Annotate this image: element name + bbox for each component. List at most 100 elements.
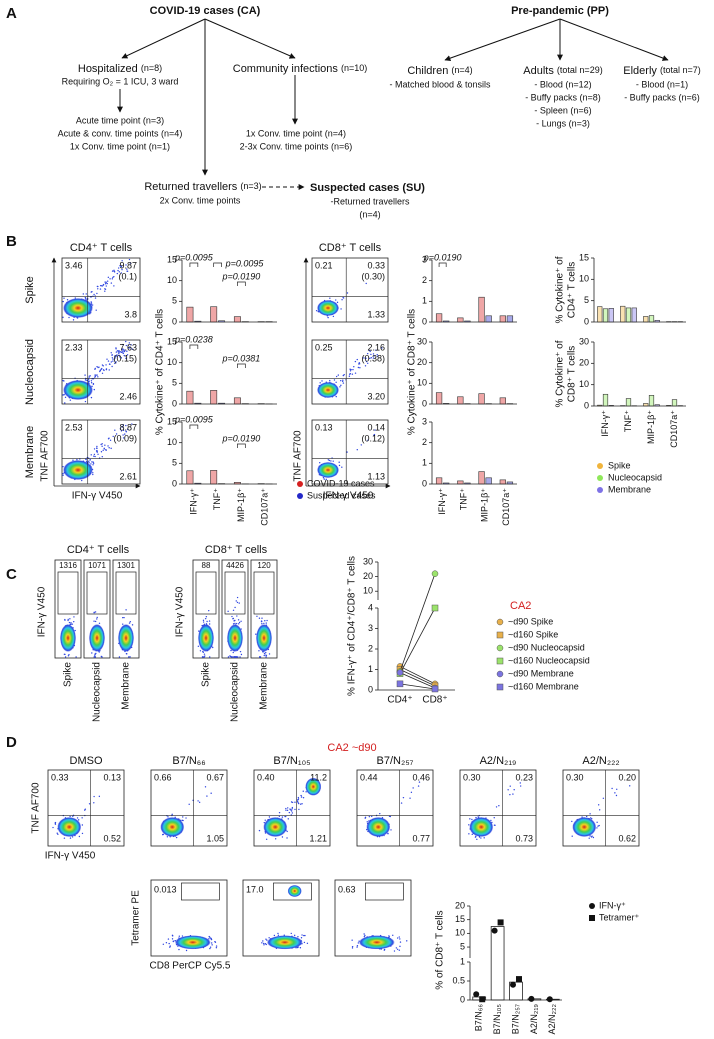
bar bbox=[509, 981, 523, 1001]
event-dot bbox=[301, 934, 303, 936]
event-dot bbox=[92, 383, 95, 385]
panel-label: C bbox=[6, 566, 17, 583]
quadrant-value: 1.13 bbox=[367, 471, 385, 481]
event-dot bbox=[122, 350, 125, 352]
axis-label: TNF AF700 bbox=[31, 782, 42, 834]
x-tick-label: Spike bbox=[63, 662, 74, 687]
event-dot bbox=[68, 316, 70, 319]
event-dot bbox=[597, 825, 599, 827]
series-line bbox=[399, 666, 436, 685]
event-dot bbox=[64, 619, 66, 621]
quadrant-value: (0.09) bbox=[113, 433, 137, 443]
event-dot bbox=[364, 934, 366, 937]
density-core bbox=[317, 300, 339, 316]
event-dot bbox=[263, 944, 265, 946]
bar bbox=[506, 481, 514, 485]
x-tick-label: TNF⁺ bbox=[458, 488, 468, 510]
axis-label: IFN-γ V450 bbox=[323, 491, 374, 502]
arrow bbox=[444, 18, 561, 62]
y-tick-label: 1 bbox=[422, 458, 427, 468]
event-dot bbox=[185, 817, 187, 819]
event-dot bbox=[106, 280, 109, 282]
event-dot bbox=[127, 428, 129, 431]
event-dot bbox=[126, 354, 129, 356]
event-dot bbox=[169, 945, 171, 947]
event-dot bbox=[73, 620, 75, 623]
event-dot bbox=[352, 368, 354, 371]
axis-label: % Cytokine⁺ of CD8⁺ T cells bbox=[407, 309, 418, 435]
event-dot bbox=[57, 833, 59, 835]
event-dot bbox=[119, 351, 121, 353]
y-tick-label: 15 bbox=[167, 416, 177, 426]
event-dot bbox=[107, 276, 110, 279]
bar bbox=[435, 477, 443, 485]
event-dot bbox=[338, 461, 340, 463]
event-dot bbox=[93, 612, 95, 614]
event-dot bbox=[167, 816, 169, 818]
event-dot bbox=[234, 622, 236, 625]
event-dot bbox=[291, 801, 294, 804]
event-dot bbox=[366, 352, 369, 355]
gate-value: 1071 bbox=[88, 561, 106, 570]
legend-label: ~d90 Membrane bbox=[508, 668, 574, 678]
event-dot bbox=[296, 800, 299, 803]
event-dot bbox=[398, 936, 400, 938]
event-dot bbox=[402, 796, 405, 799]
event-dot bbox=[125, 344, 128, 347]
event-dot bbox=[354, 360, 357, 363]
event-dot bbox=[106, 358, 108, 360]
bar bbox=[443, 320, 450, 323]
event-dot bbox=[299, 803, 302, 805]
node-title: Elderly (total n=7) bbox=[623, 65, 700, 77]
y-tick-label: 3 bbox=[422, 416, 427, 426]
event-dot bbox=[209, 947, 211, 950]
event-dot bbox=[291, 810, 293, 812]
event-dot bbox=[364, 816, 367, 818]
event-dot bbox=[93, 293, 95, 296]
event-dot bbox=[211, 942, 213, 944]
x-tick-label: Membrane bbox=[121, 662, 132, 710]
event-dot bbox=[166, 836, 169, 838]
event-dot bbox=[129, 656, 131, 658]
event-dot bbox=[365, 360, 368, 363]
bar bbox=[654, 404, 660, 407]
axis-label: IFN-γ V450 bbox=[72, 491, 123, 502]
event-dot bbox=[319, 462, 321, 464]
y-tick-label: 0 bbox=[460, 994, 465, 1004]
node-detail: (n=4) bbox=[359, 209, 380, 219]
circle-marker bbox=[491, 927, 498, 934]
event-dot bbox=[117, 351, 120, 353]
event-dot bbox=[395, 947, 398, 949]
event-dot bbox=[182, 819, 184, 822]
panel-label: D bbox=[6, 734, 17, 751]
event-dot bbox=[264, 819, 266, 821]
event-dot bbox=[94, 297, 97, 299]
event-dot bbox=[72, 815, 74, 817]
quadrant-value: 3.20 bbox=[367, 391, 385, 401]
node-detail: - Matched blood & tonsils bbox=[389, 79, 491, 89]
bar bbox=[490, 926, 505, 1001]
gate-value: 1316 bbox=[59, 561, 77, 570]
event-dot bbox=[285, 809, 287, 811]
event-dot bbox=[120, 430, 123, 432]
event-dot bbox=[480, 837, 482, 839]
group-title: COVID-19 cases (CA) bbox=[150, 5, 261, 17]
circle-marker bbox=[496, 670, 504, 678]
event-dot bbox=[513, 789, 515, 791]
event-dot bbox=[238, 623, 240, 625]
event-dot bbox=[99, 288, 102, 290]
event-dot bbox=[122, 434, 124, 436]
event-dot bbox=[340, 384, 342, 387]
event-dot bbox=[118, 656, 121, 658]
antigen-label: Nucleocapsid bbox=[24, 339, 36, 405]
event-dot bbox=[342, 374, 345, 377]
event-dot bbox=[114, 355, 116, 357]
event-dot bbox=[63, 380, 65, 382]
event-dot bbox=[602, 797, 605, 799]
event-dot bbox=[94, 620, 97, 623]
event-dot bbox=[131, 624, 134, 626]
quadrant-value: 0.13 bbox=[315, 422, 333, 432]
event-dot bbox=[261, 623, 263, 625]
